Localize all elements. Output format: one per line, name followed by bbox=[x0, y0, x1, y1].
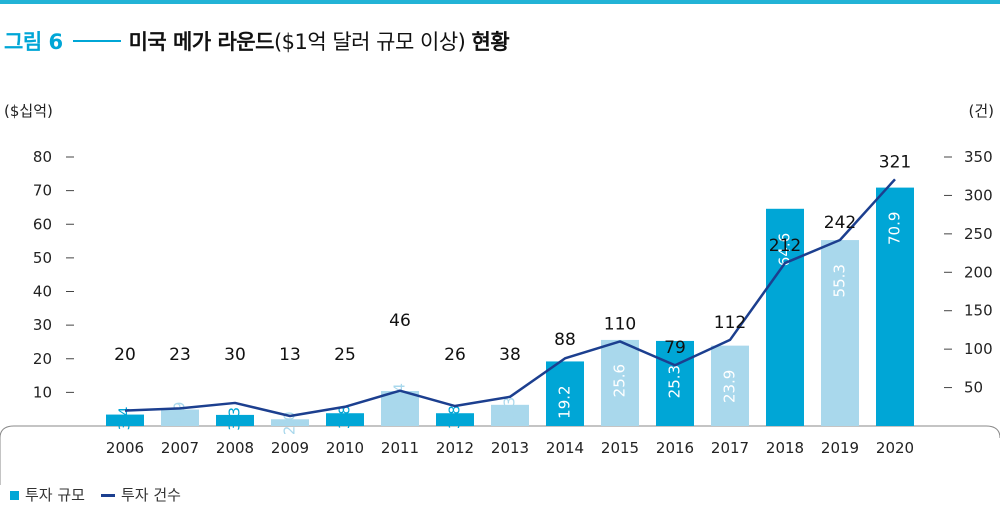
bar bbox=[161, 409, 199, 426]
left-axis-tick-label: 30 bbox=[33, 316, 52, 334]
x-axis-label: 2010 bbox=[326, 439, 364, 457]
chart-frame bbox=[0, 425, 1000, 485]
x-axis-label: 2020 bbox=[876, 439, 914, 457]
bar bbox=[106, 414, 144, 426]
left-axis-tick-label: 70 bbox=[33, 182, 52, 200]
investment-count-line bbox=[124, 178, 896, 418]
line-value-label: 23 bbox=[169, 345, 191, 365]
line-value-label: 38 bbox=[499, 345, 521, 365]
title-divider bbox=[72, 39, 121, 42]
bar bbox=[656, 340, 694, 426]
bar bbox=[821, 240, 859, 426]
bar-value-label: 6.3 bbox=[501, 397, 519, 421]
right-axis-unit: (건) bbox=[968, 102, 994, 120]
line-value-label: 13 bbox=[279, 345, 301, 365]
bar bbox=[326, 413, 364, 426]
bar-value-label: 4.9 bbox=[171, 402, 189, 426]
x-axis-label: 2018 bbox=[766, 439, 804, 457]
title-tail: 현황 bbox=[471, 30, 510, 54]
line-value-label: 20 bbox=[114, 345, 136, 365]
bar bbox=[876, 187, 914, 426]
bar-value-label: 2.0 bbox=[281, 411, 299, 435]
left-axis-tick-label: 80 bbox=[33, 148, 52, 166]
chart-legend: 투자 규모 투자 건수 bbox=[10, 484, 181, 505]
x-axis-label: 2013 bbox=[491, 439, 529, 457]
left-axis-tick-label: 10 bbox=[33, 383, 52, 401]
bar bbox=[271, 419, 309, 426]
bar bbox=[436, 413, 474, 426]
top-accent-rule bbox=[0, 0, 1000, 4]
x-axis-label: 2017 bbox=[711, 439, 749, 457]
bar-value-label: 3.8 bbox=[446, 405, 464, 429]
bar-value-label: 3.3 bbox=[226, 407, 244, 431]
title-main: 미국 메가 라운드 bbox=[128, 30, 275, 54]
line-value-label: 25 bbox=[334, 345, 356, 365]
title-sub: ($1억 달러 규모 이상) bbox=[273, 30, 466, 54]
bar-value-label: 25.6 bbox=[611, 364, 629, 397]
line-value-label: 30 bbox=[224, 345, 246, 365]
right-axis-tick-label: 100 bbox=[964, 340, 993, 358]
line-value-label: 321 bbox=[879, 152, 911, 172]
legend-bar-swatch bbox=[10, 491, 19, 500]
x-axis-label: 2012 bbox=[436, 439, 474, 457]
x-axis-label: 2008 bbox=[216, 439, 254, 457]
left-axis-tick-label: 60 bbox=[33, 215, 52, 233]
right-axis-tick-label: 250 bbox=[964, 225, 993, 243]
x-axis-label: 2006 bbox=[106, 439, 144, 457]
bar bbox=[711, 345, 749, 426]
line-value-label: 112 bbox=[714, 313, 746, 333]
left-axis-tick-label: 50 bbox=[33, 249, 52, 267]
legend-line-label: 투자 건수 bbox=[120, 486, 181, 504]
left-axis-tick-label: 40 bbox=[33, 283, 52, 301]
line-value-label: 212 bbox=[769, 236, 801, 256]
bar bbox=[601, 339, 639, 426]
bar-value-label: 25.3 bbox=[666, 365, 684, 398]
x-axis-label: 2011 bbox=[381, 439, 419, 457]
right-axis-tick-label: 150 bbox=[964, 302, 993, 320]
bar-value-label: 23.9 bbox=[721, 370, 739, 403]
x-axis-label: 2014 bbox=[546, 439, 584, 457]
bar-value-label: 19.2 bbox=[556, 385, 574, 418]
right-axis-tick-label: 50 bbox=[964, 379, 983, 397]
line-value-label: 46 bbox=[389, 311, 411, 331]
line-value-label: 242 bbox=[824, 213, 856, 233]
bar bbox=[546, 361, 584, 426]
line-value-label: 26 bbox=[444, 345, 466, 365]
right-axis-tick-label: 300 bbox=[964, 186, 993, 204]
line-value-label: 88 bbox=[554, 330, 576, 350]
bar-value-label: 3.4 bbox=[116, 407, 134, 431]
bar-value-label: 10.4 bbox=[391, 383, 409, 416]
x-axis-label: 2007 bbox=[161, 439, 199, 457]
bar bbox=[381, 391, 419, 426]
bar bbox=[491, 404, 529, 426]
bar-value-label: 64.6 bbox=[776, 233, 794, 266]
right-axis-tick-label: 350 bbox=[964, 148, 993, 166]
x-axis-label: 2009 bbox=[271, 439, 309, 457]
legend-line-swatch bbox=[100, 494, 115, 497]
left-axis-unit: ($십억) bbox=[4, 102, 53, 120]
left-axis-tick-label: 20 bbox=[33, 350, 52, 368]
bar-value-label: 55.3 bbox=[831, 264, 849, 297]
bar bbox=[216, 414, 254, 426]
x-axis-label: 2015 bbox=[601, 439, 639, 457]
line-value-label: 110 bbox=[604, 314, 636, 334]
line-value-label: 79 bbox=[664, 338, 686, 358]
right-axis-tick-label: 200 bbox=[964, 263, 993, 281]
figure-number: 그림 6 bbox=[4, 30, 63, 54]
figure-title: 그림 6 미국 메가 라운드($1억 달러 규모 이상) 현황 bbox=[4, 26, 510, 56]
x-axis-label: 2016 bbox=[656, 439, 694, 457]
legend-bar-label: 투자 규모 bbox=[25, 486, 85, 504]
x-axis-label: 2019 bbox=[821, 439, 859, 457]
bar-value-label: 70.9 bbox=[886, 212, 904, 245]
bar bbox=[766, 208, 804, 426]
bar-value-label: 3.8 bbox=[336, 405, 354, 429]
